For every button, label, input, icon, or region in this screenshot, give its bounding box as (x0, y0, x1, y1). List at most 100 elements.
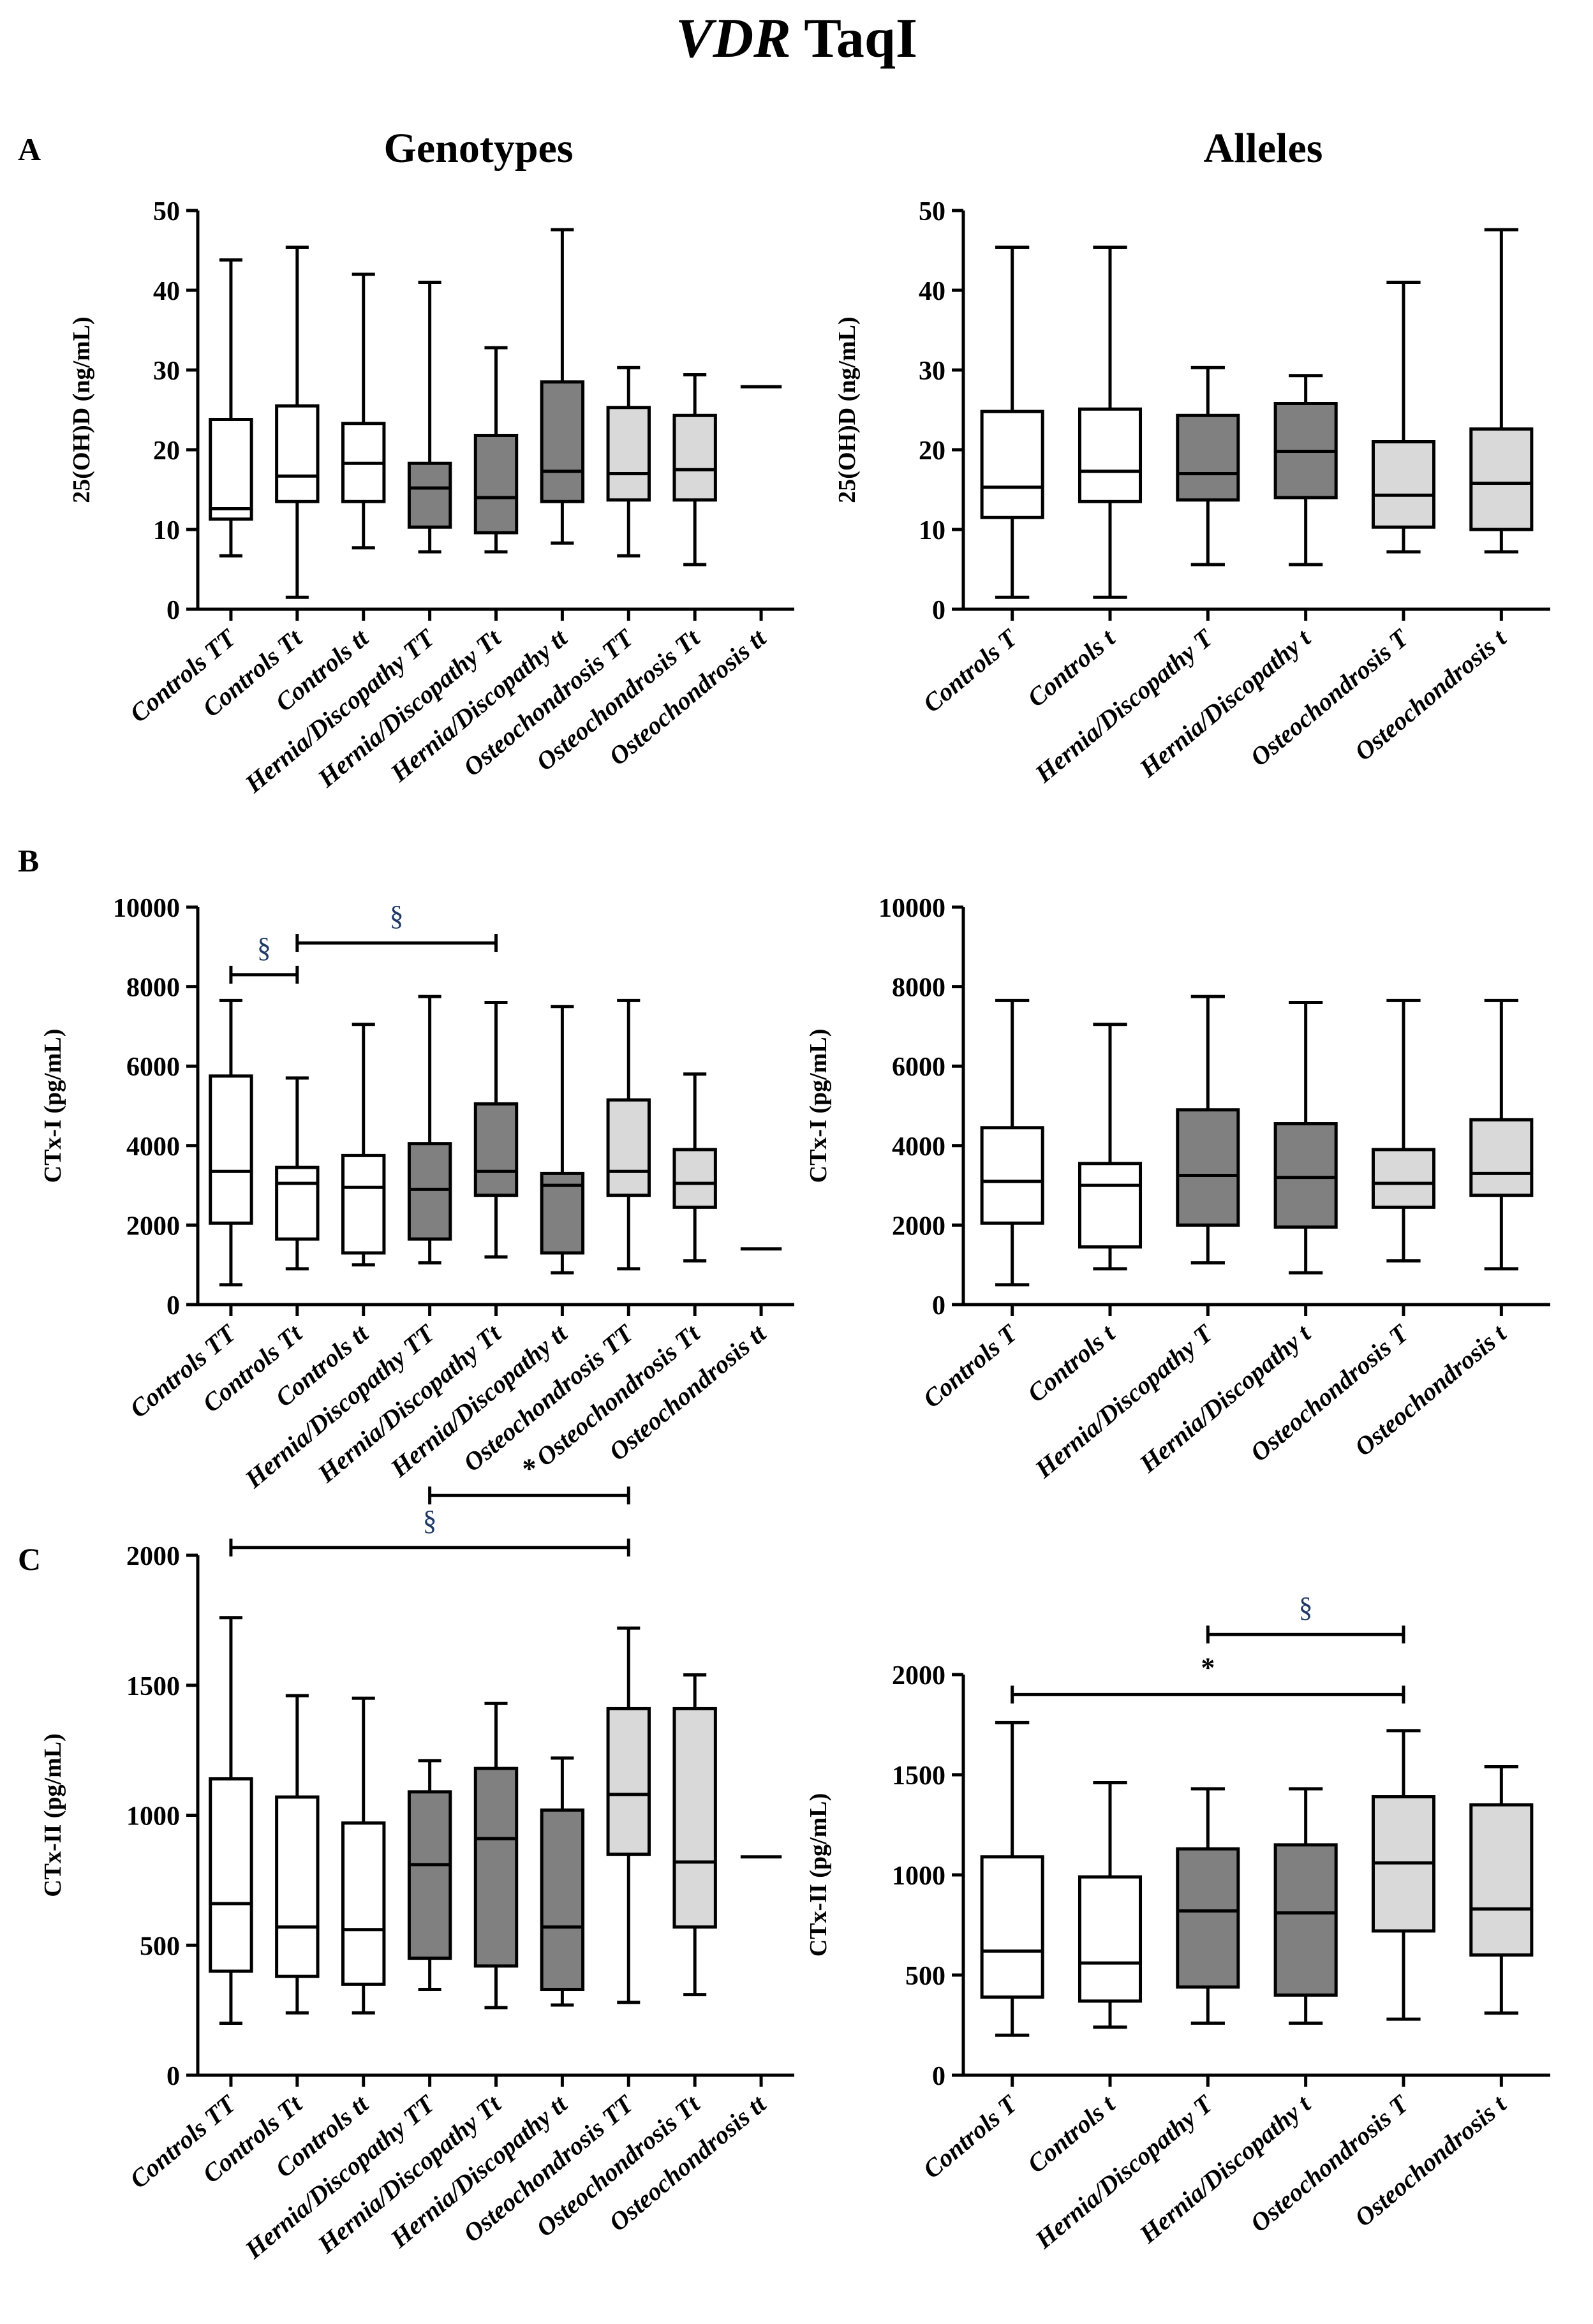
box-iqr (1078, 1162, 1143, 1249)
box-iqr (275, 1795, 320, 1978)
box-iqr (341, 1153, 386, 1255)
y-tick-label: 500 (140, 1932, 180, 1961)
chart-B-alleles: 0 2000 4000 6000 8000 10000 CTx-I (pg/mL) Contr… (805, 894, 1550, 1484)
y-tick-label: 20 (919, 436, 945, 466)
x-category-label: Controls T (917, 1318, 1023, 1413)
box-iqr (209, 418, 253, 521)
y-tick-label: 0 (932, 2062, 945, 2091)
box-iqr (980, 1855, 1044, 1999)
x-category-label: Hernia/Discopathy t (1134, 2089, 1317, 2249)
box-iqr (1469, 1118, 1534, 1197)
box-iqr (275, 404, 320, 503)
y-axis-label: CTx-I (pg/mL) (805, 1029, 832, 1183)
y-tick-label: 2000 (126, 1542, 180, 1571)
box-iqr (672, 1148, 717, 1209)
box-iqr (1273, 1843, 1338, 1997)
y-tick-label: 0 (167, 596, 180, 625)
y-tick-label: 2000 (892, 1661, 945, 1691)
x-category-label: Controls T (917, 623, 1023, 718)
y-tick-label: 0 (932, 1291, 945, 1321)
column-title-genotypes: Genotypes (383, 125, 574, 172)
x-category-label: Hernia/Discopathy T (1029, 1318, 1219, 1484)
significance-symbol: § (1299, 1592, 1313, 1623)
box-iqr (540, 1808, 585, 1992)
y-tick-label: 30 (919, 357, 945, 386)
box-iqr (473, 434, 519, 535)
box-iqr (980, 410, 1044, 519)
x-category-label: Osteochondrosis T (1245, 2089, 1414, 2237)
y-axis-label: 25(OH)D (ng/mL) (834, 316, 861, 503)
x-category-label: Hernia/Discopathy t (1134, 623, 1317, 783)
polymorphism-name: TaqI (804, 8, 918, 70)
y-tick-label: 10000 (113, 894, 180, 923)
box-iqr (980, 1126, 1044, 1225)
significance-symbol: § (390, 900, 404, 931)
significance-symbol: * (522, 1453, 536, 1484)
box-iqr (672, 413, 717, 502)
x-category-label: Osteochondrosis T (1245, 623, 1414, 771)
significance-symbol: § (257, 932, 271, 963)
figure-title: VDR TaqI (0, 6, 1593, 71)
panel-label-a: A (18, 131, 41, 167)
y-tick-label: 10000 (878, 894, 945, 923)
y-tick-label: 4000 (126, 1132, 180, 1162)
x-category-label: Osteochondrosis T (1245, 1318, 1414, 1467)
x-category-label: Hernia/Discopathy t (1134, 1318, 1317, 1478)
y-axis-label: CTx-II (pg/mL) (40, 1733, 66, 1897)
box-iqr (1176, 1847, 1240, 1989)
y-tick-label: 6000 (892, 1053, 945, 1082)
y-tick-label: 20 (153, 436, 180, 466)
panel-label-b: B (18, 843, 40, 878)
y-axis-label: CTx-I (pg/mL) (40, 1029, 66, 1183)
box-iqr (1469, 427, 1534, 531)
box-iqr (1176, 413, 1240, 502)
box-iqr (1371, 440, 1436, 529)
box-iqr (407, 1142, 452, 1241)
x-category-label: Hernia/Discopathy T (1029, 623, 1219, 788)
box-iqr (1078, 1875, 1143, 2003)
y-tick-label: 1000 (126, 1802, 180, 1832)
box-iqr (473, 1102, 519, 1197)
y-tick-label: 1500 (126, 1672, 180, 1701)
column-title-alleles: Alleles (1203, 125, 1323, 172)
box-iqr (473, 1766, 519, 1968)
y-tick-label: 2000 (126, 1211, 180, 1241)
y-tick-label: 8000 (892, 973, 945, 1003)
y-tick-label: 1500 (892, 1761, 945, 1791)
y-tick-label: 40 (919, 277, 945, 306)
chart-A-alleles: 0 10 20 30 40 50 25(OH)D (ng/mL) Controls T Cont… (834, 197, 1550, 788)
box-iqr (275, 1166, 320, 1241)
box-iqr (540, 380, 585, 503)
box-iqr (1078, 407, 1143, 503)
y-tick-label: 10 (153, 516, 180, 545)
x-category-label: Controls t (1022, 623, 1122, 713)
gene-name: VDR (675, 8, 791, 70)
box-iqr (1371, 1148, 1436, 1209)
y-tick-label: 8000 (126, 973, 180, 1003)
box-iqr (606, 406, 651, 502)
y-tick-label: 2000 (892, 1211, 945, 1241)
box-iqr (1176, 1108, 1240, 1227)
y-tick-label: 10 (919, 516, 945, 545)
y-tick-label: 50 (919, 197, 945, 226)
x-category-label: Controls t (1022, 2089, 1122, 2179)
y-tick-label: 30 (153, 357, 180, 386)
x-category-label: Controls t (1022, 1318, 1122, 1408)
box-iqr (1469, 1803, 1534, 1957)
box-iqr (1273, 1122, 1338, 1229)
y-axis-label: CTx-II (pg/mL) (805, 1793, 832, 1957)
panel-label-c: C (18, 1541, 41, 1577)
box-iqr (606, 1098, 651, 1197)
box-iqr (209, 1074, 253, 1225)
box-iqr (407, 1790, 452, 1960)
x-category-label: Hernia/Discopathy T (1029, 2089, 1219, 2254)
y-tick-label: 500 (905, 1962, 945, 1991)
x-category-label: Controls T (917, 2089, 1023, 2184)
box-iqr (672, 1706, 717, 1929)
y-tick-label: 0 (167, 1291, 180, 1321)
y-tick-label: 50 (153, 197, 180, 226)
chart-C-alleles: 0 500 1000 1500 2000 CTx-II (pg/mL) Controls T… (805, 1592, 1550, 2254)
